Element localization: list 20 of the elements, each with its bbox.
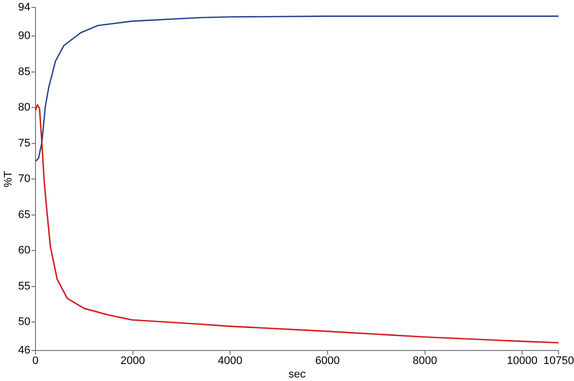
x-tick-label: 10750 [543, 355, 574, 368]
x-tick-label: 4000 [218, 355, 242, 368]
y-tick-label: 85 [18, 66, 30, 78]
y-tick-label: 46 [18, 344, 30, 357]
x-tick-label: 2000 [120, 355, 146, 368]
x-axis-title: sec [288, 368, 306, 380]
y-tick-label: 75 [18, 137, 30, 150]
y-tick-label: 50 [18, 316, 30, 328]
y-tick-label: 70 [18, 173, 30, 186]
x-tick-label: 0 [32, 355, 38, 368]
y-tick-label: 80 [18, 102, 30, 114]
y-tick-label: 94 [18, 2, 30, 14]
y-tick-label: 65 [18, 208, 30, 221]
x-tick-label: 6000 [315, 355, 340, 368]
y-tick-label: 90 [18, 30, 30, 42]
x-tick-label: 10000 [506, 355, 538, 368]
y-axis-title: %T [2, 170, 15, 188]
x-tick-label: 8000 [412, 355, 438, 368]
y-tick-label: 60 [18, 244, 30, 257]
y-tick-label: 55 [18, 280, 30, 292]
